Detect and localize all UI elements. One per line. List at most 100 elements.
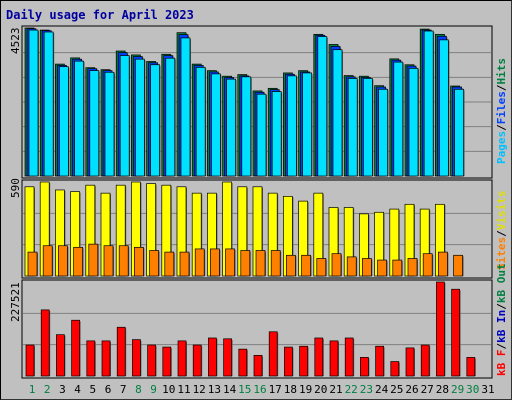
kbf-bar	[147, 344, 156, 377]
day-label: 20	[314, 383, 327, 396]
pages-bar	[271, 91, 282, 177]
sites-bar	[194, 248, 205, 277]
day-label: 5	[89, 383, 96, 396]
sites-bar	[73, 246, 83, 277]
kbf-bar	[390, 361, 400, 377]
sites-bar	[255, 250, 266, 277]
sites-bar	[301, 254, 311, 277]
pages-bar	[211, 73, 221, 177]
day-label: 21	[329, 383, 342, 396]
pages-bar	[302, 72, 312, 177]
day-label: 23	[360, 383, 373, 396]
kbf-bar	[375, 345, 384, 377]
x-axis-labels: 1 2 3 4 5 6 7 8 9 10 11 12 13 14 15 16 17 18 19 20 21 22 23 24 2…	[29, 383, 495, 396]
pages-bar	[104, 71, 115, 177]
day-label: 30	[466, 383, 479, 396]
kbf-bar	[223, 338, 232, 377]
kbf-bar	[436, 281, 445, 377]
sites-bar	[225, 248, 235, 277]
pages-bar	[317, 36, 328, 177]
pages-bar	[241, 76, 252, 177]
sites-bar	[422, 253, 433, 277]
sites-bar	[164, 251, 175, 277]
day-label: 2	[44, 383, 51, 396]
pages-bar	[89, 70, 100, 177]
pages-bar	[454, 88, 464, 177]
sites-bar	[377, 259, 387, 277]
kbf-bar	[284, 346, 293, 377]
day-label: 27	[421, 383, 434, 396]
day-label: 11	[177, 383, 190, 396]
sites-bar	[58, 245, 68, 277]
day-label: 31	[481, 383, 494, 396]
pages-bar	[423, 30, 434, 177]
kbf-bar	[299, 345, 308, 377]
bars	[24, 27, 476, 377]
kbf-bar	[25, 344, 35, 377]
pages-bar	[59, 66, 69, 177]
day-label: 18	[284, 383, 297, 396]
sites-bar	[362, 258, 372, 277]
day-label: 6	[105, 383, 112, 396]
kbf-bar	[162, 346, 172, 377]
day-label: 26	[405, 383, 418, 396]
sites-bar	[179, 251, 190, 277]
kbf-bar	[344, 337, 354, 377]
kbf-bar	[268, 331, 278, 377]
day-label: 24	[375, 383, 389, 396]
day-label: 7	[120, 383, 127, 396]
kb-legend: kB F/kB In/kB Out	[495, 263, 508, 376]
pages-bar	[135, 58, 145, 177]
pages-bar	[226, 78, 236, 177]
kbf-bar	[420, 344, 430, 377]
kbf-bar	[466, 357, 476, 377]
visits-max-label: 590	[9, 178, 22, 198]
kbf-bar	[238, 348, 248, 377]
kbf-bar	[40, 309, 50, 377]
hits-legend: Pages/Files/Hits	[495, 58, 508, 164]
chart-title: Daily usage for April 2023	[6, 8, 194, 22]
kbf-bar	[192, 344, 202, 377]
sites-bar	[118, 245, 129, 277]
sites-bar	[149, 250, 159, 277]
day-label: 16	[253, 383, 266, 396]
pages-bar	[408, 67, 419, 177]
day-label: 3	[59, 383, 66, 396]
visits-legend: Sites/Visits	[495, 191, 508, 271]
pages-bar	[256, 93, 267, 177]
pages-bar	[165, 57, 176, 177]
pages-bar	[378, 88, 388, 177]
kbf-bar	[208, 337, 217, 377]
pages-bar	[195, 67, 206, 177]
day-label: 1	[29, 383, 36, 396]
sites-bar	[103, 245, 114, 277]
day-label: 9	[150, 383, 157, 396]
kbf-bar	[253, 354, 263, 377]
kbf-bar	[132, 339, 141, 377]
day-label: 14	[223, 383, 237, 396]
kbf-bar	[71, 319, 80, 377]
sites-bar	[453, 254, 463, 277]
pages-bar	[28, 29, 39, 177]
kbf-bar	[314, 337, 324, 377]
sites-bar	[331, 253, 342, 277]
sites-bar	[134, 246, 144, 277]
day-label: 19	[299, 383, 312, 396]
day-label: 15	[238, 383, 251, 396]
pages-bar	[332, 49, 343, 177]
pages-bar	[287, 75, 297, 177]
day-label: 22	[345, 383, 358, 396]
sites-bar	[42, 245, 53, 277]
pages-bar	[43, 31, 54, 177]
sites-bar	[316, 258, 327, 277]
day-label: 28	[436, 383, 449, 396]
hits-max-label: 4523	[9, 28, 22, 55]
sites-bar	[407, 258, 418, 277]
sites-bar	[346, 256, 357, 277]
sites-bar	[27, 251, 38, 277]
kbf-bar	[405, 347, 415, 377]
kb-max-label: 227521	[9, 282, 22, 322]
kbf-bar	[116, 326, 126, 377]
